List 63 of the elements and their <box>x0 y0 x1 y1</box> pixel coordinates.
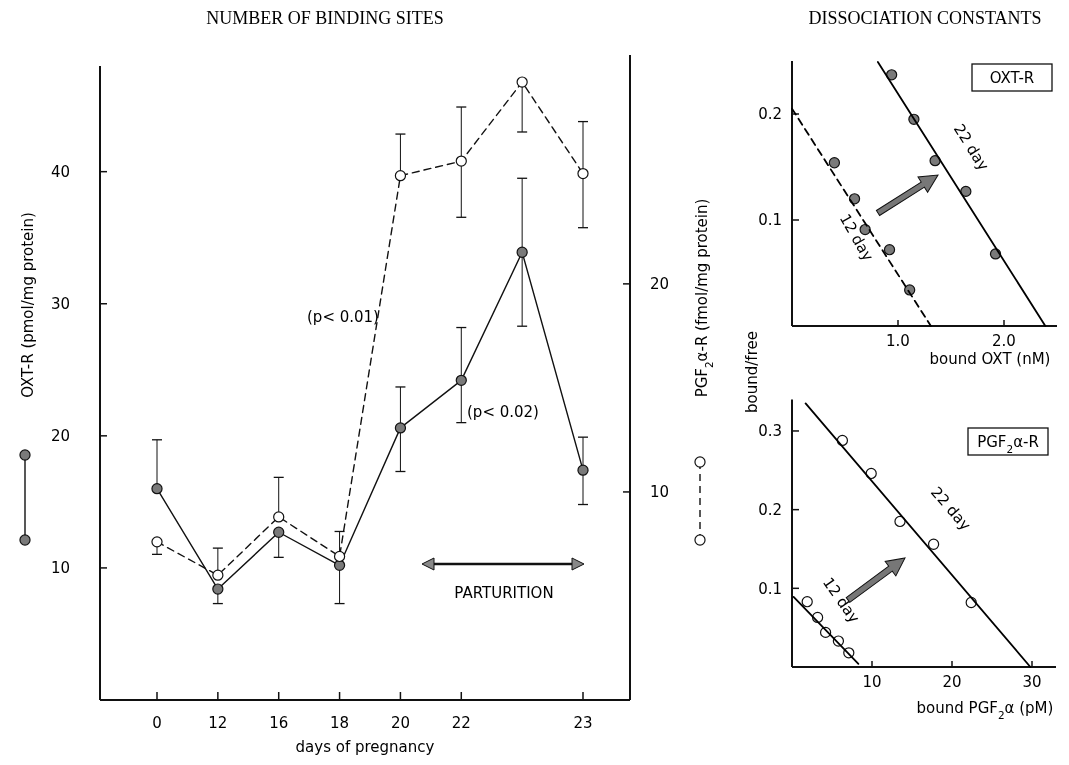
y-tick-label: 0.2 <box>758 500 782 519</box>
point <box>577 167 589 180</box>
y2-tick-label: 10 <box>650 483 670 502</box>
y-axis-title: bound/free <box>743 331 762 413</box>
y2-tick-label: 20 <box>650 275 670 294</box>
y-tick-label: 30 <box>50 295 70 313</box>
point <box>883 244 896 256</box>
y-axis-title: OXT-R (pmol/mg protein) <box>19 212 38 398</box>
point <box>273 511 285 523</box>
y-tick-label: 20 <box>50 427 70 446</box>
point <box>151 483 163 495</box>
point <box>455 374 467 386</box>
point <box>212 583 224 595</box>
x-tick-label: 20 <box>390 714 410 732</box>
x-axis-title: bound OXT (nM) <box>929 350 1051 368</box>
x-tick-label: 10 <box>862 673 882 691</box>
annotation: PARTURITION <box>454 584 554 603</box>
point <box>885 69 898 81</box>
x-tick-label: 23 <box>573 714 593 732</box>
point <box>865 467 877 480</box>
y-tick-label: 40 <box>50 162 70 181</box>
point <box>960 185 972 198</box>
y-tick-label: 0.2 <box>758 105 782 124</box>
y-tick-label: 0.3 <box>758 422 782 441</box>
point <box>516 76 528 88</box>
text: 12 day <box>835 210 878 265</box>
x-tick-label: 1.0 <box>886 332 910 350</box>
annotation: OXT-R <box>989 69 1035 88</box>
point <box>333 550 346 563</box>
x-tick-label: 16 <box>269 714 289 732</box>
x-axis-title: bound PGF$_{2}$α (pM) <box>916 699 1054 721</box>
point <box>151 536 163 548</box>
x-tick-label: 30 <box>1022 673 1042 691</box>
point <box>577 464 589 476</box>
point <box>927 538 940 550</box>
point <box>894 515 906 528</box>
x-tick-label: 20 <box>942 673 962 691</box>
x-tick-label: 12 <box>208 714 228 732</box>
chart-title: NUMBER OF BINDING SITES <box>206 8 444 28</box>
annotation: PGF$_{2}$α-R <box>977 433 1039 456</box>
point <box>273 526 285 538</box>
text: 22 day <box>927 483 975 535</box>
point <box>455 155 467 167</box>
y-tick-label: 0.1 <box>758 211 782 230</box>
x-tick-label: 2.0 <box>992 332 1016 350</box>
point <box>848 193 861 205</box>
x-tick-label: 22 <box>451 714 471 732</box>
annotation: (p< 0.01) <box>307 308 379 327</box>
x-tick-label: 0 <box>152 714 162 732</box>
chart-title: DISSOCIATION CONSTANTS <box>808 8 1042 28</box>
y-tick-label: 0.1 <box>758 579 782 598</box>
point <box>516 246 528 258</box>
x-tick-label: 18 <box>330 714 350 732</box>
text: 22 day <box>949 120 993 175</box>
x-axis-title: days of pregnancy <box>295 738 435 756</box>
point <box>212 569 224 581</box>
point <box>394 422 407 434</box>
annotation: (p< 0.02) <box>467 403 539 422</box>
point <box>394 170 407 182</box>
point <box>828 157 841 169</box>
y-tick-label: 10 <box>50 559 70 578</box>
text: 12 day <box>818 573 864 627</box>
point <box>801 596 813 608</box>
